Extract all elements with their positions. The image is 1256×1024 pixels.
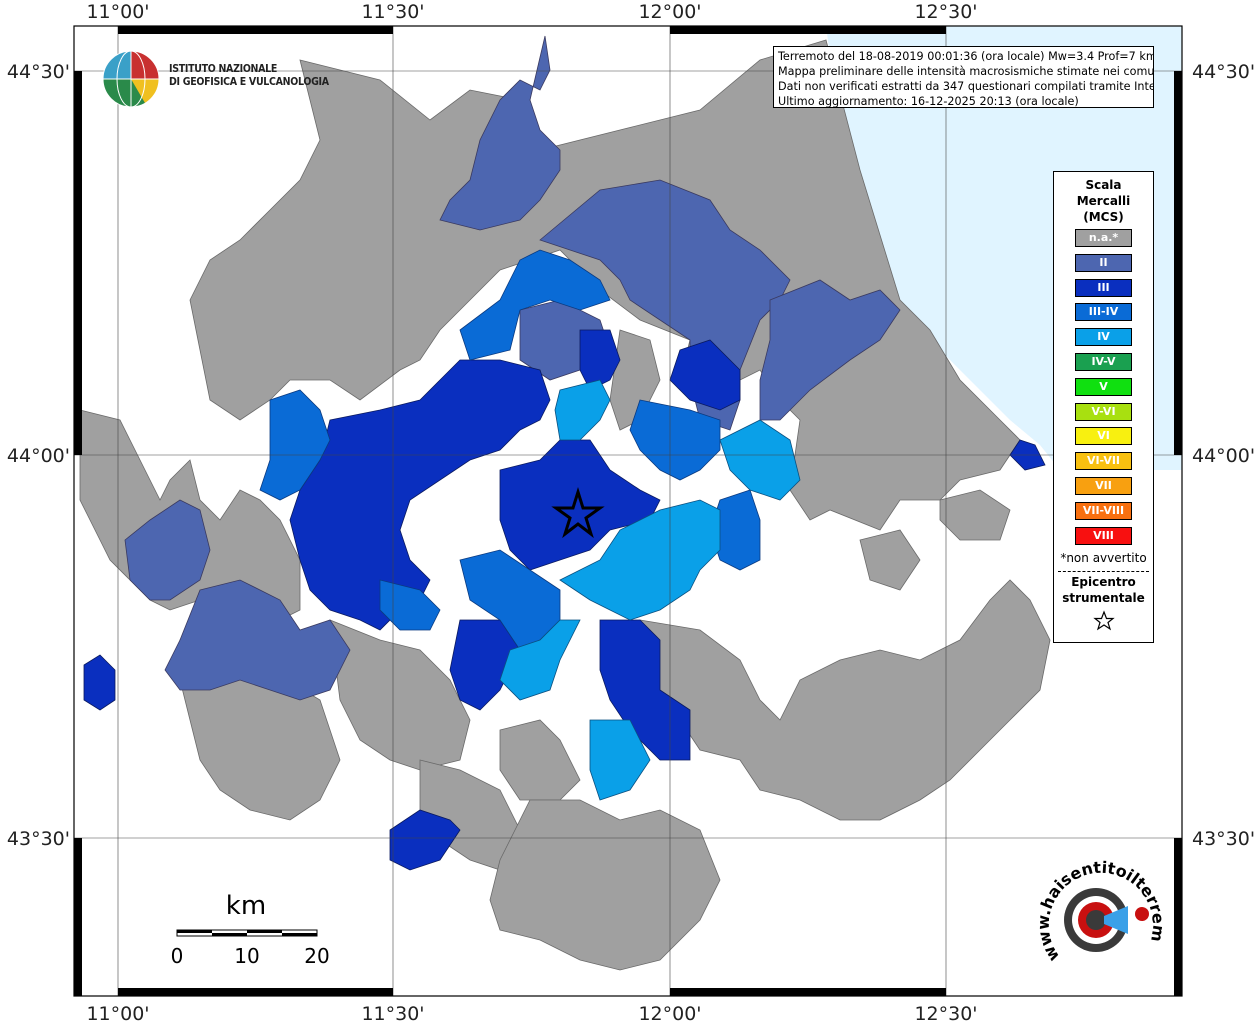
coord-right-0: 44°30' (1192, 61, 1255, 83)
legend-item: VII-VIII (1075, 501, 1132, 520)
coord-bottom-0: 11°00' (86, 1003, 149, 1024)
legend-item: II (1075, 253, 1132, 272)
grid-lines (74, 26, 1182, 996)
legend-title-1: Scala (1085, 178, 1122, 192)
legend-epi-2: strumentale (1062, 591, 1145, 606)
coord-left-2: 43°30' (7, 828, 70, 850)
info-line4: Ultimo aggiornamento: 16-12-2025 20:13 (… (778, 95, 1079, 108)
haisentito-logo: www.haisentitoilterremoto.it (1025, 837, 1170, 982)
haisentito-logo-graphic: www.haisentitoilterremoto.it (1025, 837, 1169, 965)
region-IV (499, 379, 801, 801)
coord-bottom-3: 12°30' (914, 1003, 977, 1024)
legend-star (1054, 610, 1153, 636)
epicenter-star-icon (551, 486, 605, 539)
legend-title-3: (MCS) (1083, 210, 1124, 224)
legend-epicenter-label: Epicentro strumentale (1054, 574, 1153, 606)
ingv-logo (100, 48, 320, 108)
legend-item: III-IV (1075, 303, 1132, 322)
legend-item: VI (1075, 427, 1132, 446)
info-line3: Dati non verificati estratti da 347 ques… (778, 80, 1154, 93)
legend-star-icon (1092, 610, 1115, 631)
legend-item: VIII (1075, 526, 1132, 545)
legend-title: Scala Mercalli (MCS) (1054, 177, 1153, 225)
legend-item: n.a.* (1075, 229, 1132, 247)
map-frame (73, 25, 1183, 997)
coord-left-1: 44°00' (7, 445, 70, 467)
legend-item: V-VI (1075, 402, 1132, 421)
megaphone-icon (1104, 906, 1128, 934)
scale-unit: km (226, 891, 266, 921)
legend-note: *non avvertito (1060, 551, 1147, 566)
ingv-line2: DI GEOFISICA E VULCANOLOGIA (169, 76, 329, 88)
legend-item: V (1075, 377, 1132, 396)
info-line2: Mappa preliminare delle intensità macros… (778, 65, 1154, 78)
legend-separator (1058, 571, 1149, 573)
coord-top-0: 11°00' (86, 1, 149, 23)
legend-epi-1: Epicentro (1071, 575, 1136, 590)
coord-top-1: 11°30' (361, 1, 424, 23)
region-III-IV (259, 249, 761, 651)
scale-tick-10: 10 (234, 944, 259, 968)
legend-item: VI-VII (1075, 452, 1132, 471)
globe-icon (102, 50, 160, 108)
coord-right-2: 43°30' (1192, 828, 1255, 850)
ingv-name: ISTITUTO NAZIONALE DI GEOFISICA E VULCAN… (169, 63, 329, 89)
legend-item: IV-V (1075, 352, 1132, 371)
info-line1: Terremoto del 18-08-2019 00:01:36 (ora l… (778, 50, 1154, 63)
scale-bar: km 0 10 20 (160, 890, 340, 970)
scale-bar-graphic: km 0 10 20 (171, 891, 330, 968)
legend-item: VII (1075, 476, 1132, 495)
info-box: Terremoto del 18-08-2019 00:01:36 (ora l… (773, 46, 1154, 108)
coord-top-3: 12°30' (914, 1, 977, 23)
legend: Scala Mercalli (MCS) n.a.* II III III-IV IV I… (1053, 171, 1154, 643)
coord-bottom-2: 12°00' (638, 1003, 701, 1024)
legend-item: IV (1075, 328, 1132, 347)
legend-title-2: Mercalli (1076, 194, 1131, 208)
region-na (79, 39, 1051, 971)
scale-tick-20: 20 (304, 944, 329, 968)
legend-item: III (1075, 278, 1132, 297)
coordinate-labels: 11°00' 11°30' 12°00' 12°30' 11°00' 11°30… (7, 1, 1255, 1024)
coord-bottom-1: 11°30' (361, 1003, 424, 1024)
coord-top-2: 12°00' (638, 1, 701, 23)
frame-bars (74, 26, 1182, 996)
legend-items: n.a.* II III III-IV IV IV-V V V-VI VI VI-VII VII VI… (1054, 229, 1153, 545)
coord-right-1: 44°00' (1192, 445, 1255, 467)
ingv-line1: ISTITUTO NAZIONALE (169, 63, 278, 75)
coord-left-0: 44°30' (7, 61, 70, 83)
region-III (83, 329, 1046, 871)
scale-tick-0: 0 (171, 944, 184, 968)
